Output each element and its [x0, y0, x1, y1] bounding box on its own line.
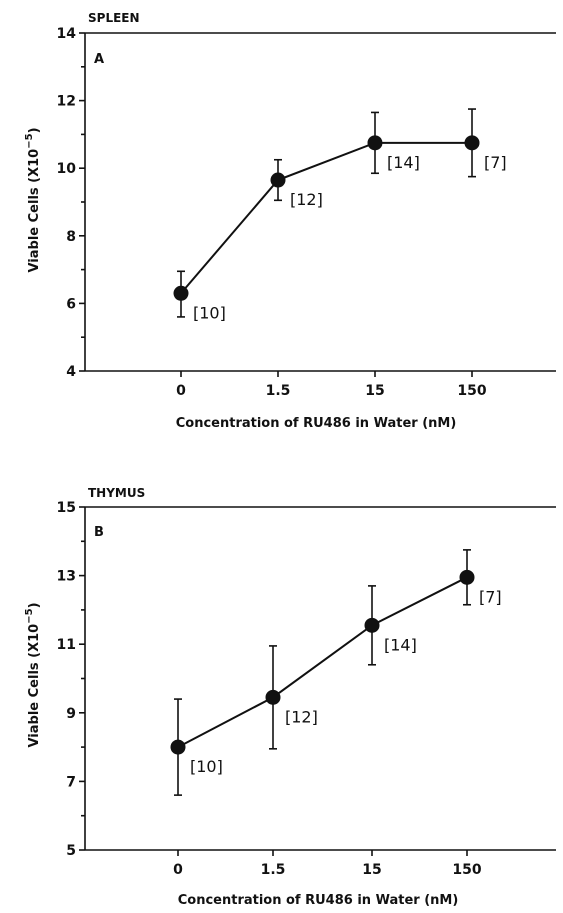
panel-spleen: SPLEEN A Concentration of RU486 in Water…: [24, 11, 556, 431]
panel-title: THYMUS: [88, 486, 145, 500]
y-tick-label: 9: [66, 706, 76, 722]
y-tick-label: 13: [57, 569, 76, 585]
y-tick-label: 10: [57, 161, 77, 177]
data-point: [367, 135, 383, 151]
y-axis-label-main: Viable Cells (X10: [27, 149, 42, 273]
series-line: [180, 141, 472, 294]
panel-letter: B: [94, 525, 104, 540]
series-line: [177, 576, 468, 748]
n-label: [12]: [285, 707, 318, 726]
x-tick-label: 0: [173, 862, 183, 878]
y-tick-label: 12: [57, 94, 76, 110]
n-label: [7]: [484, 153, 507, 172]
x-tick-label: 15: [362, 862, 381, 878]
y-axis-label: Viable Cells (X10−5): [24, 127, 42, 272]
panel-title: SPLEEN: [88, 11, 140, 25]
data-point: [173, 285, 189, 301]
x-tick-label: 0: [176, 383, 186, 399]
x-tick-label: 150: [452, 862, 481, 878]
y-axis-label-exponent: −5: [24, 133, 35, 148]
data-point: [364, 617, 380, 633]
x-tick-label: 150: [457, 383, 486, 399]
x-axis-label: Concentration of RU486 in Water (nM): [176, 416, 457, 431]
y-tick-label: 4: [66, 364, 76, 380]
y-tick-label: 8: [66, 229, 76, 245]
x-tick-label: 1.5: [261, 862, 286, 878]
panel-thymus: THYMUS B Concentration of RU486 in Water…: [24, 486, 556, 908]
y-axis-label-main: Viable Cells (X10: [27, 624, 42, 748]
y-axis-label: Viable Cells (X10−5): [24, 602, 42, 747]
x-tick-label: 15: [365, 383, 384, 399]
x-axis-label: Concentration of RU486 in Water (nM): [178, 893, 459, 908]
y-axis-label-close: ): [27, 602, 42, 608]
n-label: [12]: [290, 190, 323, 209]
n-label: [14]: [387, 153, 420, 172]
data-point: [459, 569, 475, 585]
n-label: [10]: [190, 757, 223, 776]
data-point: [464, 135, 480, 151]
panel-letter: A: [94, 52, 104, 67]
n-label: [10]: [193, 303, 226, 322]
data-point: [170, 739, 186, 755]
y-tick-label: 7: [66, 774, 76, 790]
data-point: [265, 689, 281, 705]
y-tick-label: 11: [57, 637, 76, 653]
y-axis-label-close: ): [27, 127, 42, 133]
y-tick-label: 5: [66, 843, 76, 859]
y-tick-label: 14: [57, 26, 77, 42]
y-tick-label: 15: [57, 500, 76, 516]
n-label: [14]: [384, 635, 417, 654]
data-point: [270, 172, 286, 188]
n-label: [7]: [479, 587, 502, 606]
y-tick-label: 6: [66, 296, 76, 312]
y-axis-label-exponent: −5: [24, 608, 35, 623]
x-tick-label: 1.5: [266, 383, 291, 399]
